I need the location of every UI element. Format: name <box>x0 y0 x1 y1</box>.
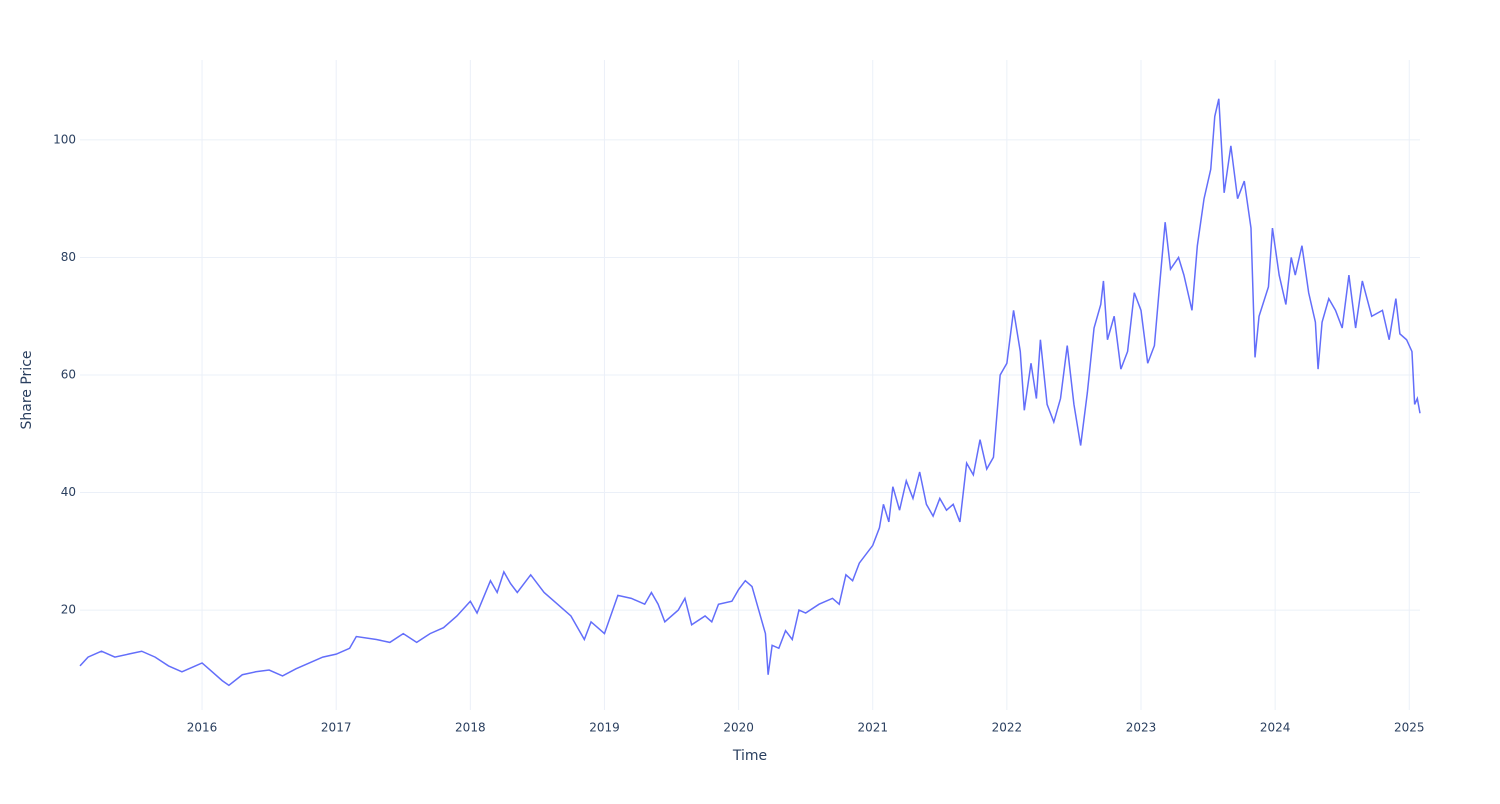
x-tick-label: 2020 <box>723 721 754 735</box>
price-line <box>79 98 1421 687</box>
y-tick-label: 20 <box>61 603 76 617</box>
x-tick-label: 2023 <box>1126 721 1157 735</box>
y-tick-label: 80 <box>61 250 76 264</box>
y-axis-label: Share Price <box>19 350 35 429</box>
y-tick-label: 100 <box>53 132 76 146</box>
x-axis-label: Time <box>732 748 767 764</box>
x-tick-label: 2022 <box>992 721 1023 735</box>
x-tick-label: 2021 <box>857 721 888 735</box>
x-tick-label: 2017 <box>321 721 352 735</box>
x-tick-label: 2024 <box>1260 721 1291 735</box>
x-tick-label: 2025 <box>1394 721 1425 735</box>
y-tick-label: 40 <box>61 485 76 499</box>
y-tick-label: 60 <box>61 368 76 382</box>
x-tick-label: 2018 <box>455 721 486 735</box>
x-tick-label: 2016 <box>187 721 218 735</box>
x-tick-label: 2019 <box>589 721 620 735</box>
